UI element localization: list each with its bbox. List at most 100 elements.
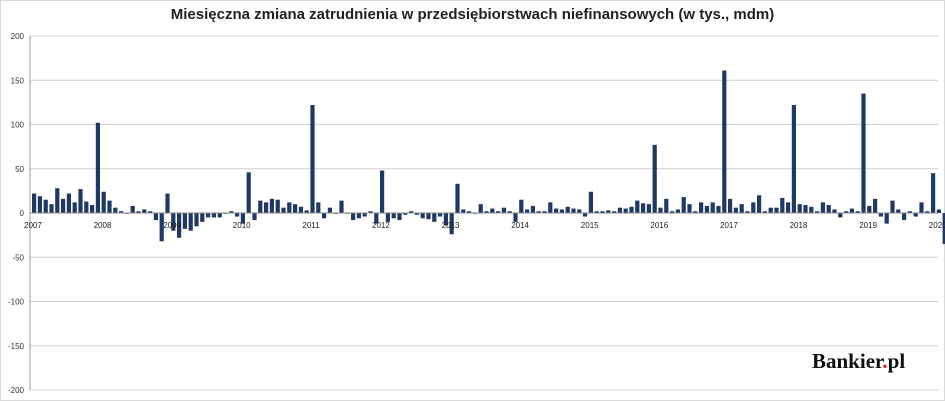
bar (710, 202, 715, 213)
bar (327, 207, 332, 213)
bar (269, 198, 274, 213)
bar (855, 211, 860, 213)
y-tick-label: 0 (20, 209, 25, 218)
bar (159, 213, 164, 242)
x-tick-label: 2011 (302, 221, 320, 230)
bar (670, 211, 675, 213)
bar (919, 202, 924, 213)
bar (600, 211, 605, 213)
bar (629, 206, 634, 213)
bar (623, 208, 628, 213)
bar (757, 195, 762, 213)
x-tick-label: 2009 (163, 221, 181, 230)
bar (84, 201, 89, 213)
x-tick-label: 2010 (233, 221, 251, 230)
y-tick-label: 200 (11, 32, 25, 41)
x-tick-label: 2008 (94, 221, 112, 230)
bar (362, 213, 367, 217)
bar (693, 211, 698, 213)
bar (78, 189, 83, 213)
bar (148, 211, 153, 213)
bar (153, 213, 158, 221)
bar (49, 204, 54, 213)
bar (432, 213, 437, 222)
bar (722, 70, 727, 213)
bar (925, 211, 930, 213)
bar (258, 200, 263, 213)
bar (287, 202, 292, 213)
bar (942, 213, 945, 244)
bar (687, 204, 692, 213)
bar (374, 213, 379, 224)
bar (832, 209, 837, 213)
bar (507, 211, 512, 213)
bar (304, 210, 309, 213)
bar (252, 213, 257, 221)
bar (559, 209, 564, 213)
bar (217, 213, 222, 218)
bar (849, 208, 854, 213)
bar (501, 207, 506, 213)
bar (815, 211, 820, 213)
bar (594, 211, 599, 213)
bar (803, 205, 808, 213)
bar (554, 208, 559, 213)
bar (101, 191, 106, 213)
bar (397, 213, 402, 221)
logo-dot: . (882, 349, 888, 373)
bar (739, 204, 744, 213)
bar (890, 200, 895, 213)
bar (264, 202, 269, 213)
bar (211, 213, 216, 218)
bar (774, 207, 779, 213)
x-tick-label: 2007 (24, 221, 42, 230)
bar (525, 209, 530, 213)
bar (565, 206, 570, 213)
bar (820, 202, 825, 213)
bar (119, 211, 124, 213)
bar (66, 193, 71, 213)
bar (72, 202, 77, 213)
bar (931, 173, 936, 213)
bar (200, 213, 205, 222)
bar (913, 213, 918, 217)
x-tick-label: 2013 (442, 221, 460, 230)
bar (513, 213, 518, 222)
y-tick-label: -100 (8, 298, 25, 307)
bar (194, 213, 199, 227)
bar (768, 207, 773, 213)
bar (588, 191, 593, 213)
bar (548, 202, 553, 213)
bar (438, 213, 443, 217)
bar (171, 213, 176, 231)
bar (675, 209, 680, 213)
bar (704, 205, 709, 213)
bar (281, 207, 286, 213)
bar (884, 213, 889, 224)
bar (55, 188, 60, 213)
bar (896, 209, 901, 213)
bar (32, 193, 37, 213)
logo-tld: pl (887, 349, 906, 373)
bar (751, 202, 756, 213)
bar (443, 213, 448, 226)
bar (519, 199, 524, 213)
bar (356, 213, 361, 219)
bar (606, 210, 611, 213)
y-tick-label: -200 (8, 386, 25, 395)
bar (130, 205, 135, 213)
y-tick-label: -50 (12, 253, 24, 262)
bar (791, 105, 796, 213)
x-tick-label: 2012 (372, 221, 390, 230)
y-tick-label: 50 (15, 165, 24, 174)
bar (612, 211, 617, 213)
bar (229, 211, 234, 213)
bar (182, 213, 187, 229)
bar (293, 204, 298, 213)
bankier-logo: Bankier.pl (812, 349, 905, 374)
bar (298, 206, 303, 213)
bar (403, 213, 408, 215)
bar (449, 213, 454, 235)
bar (496, 211, 501, 213)
